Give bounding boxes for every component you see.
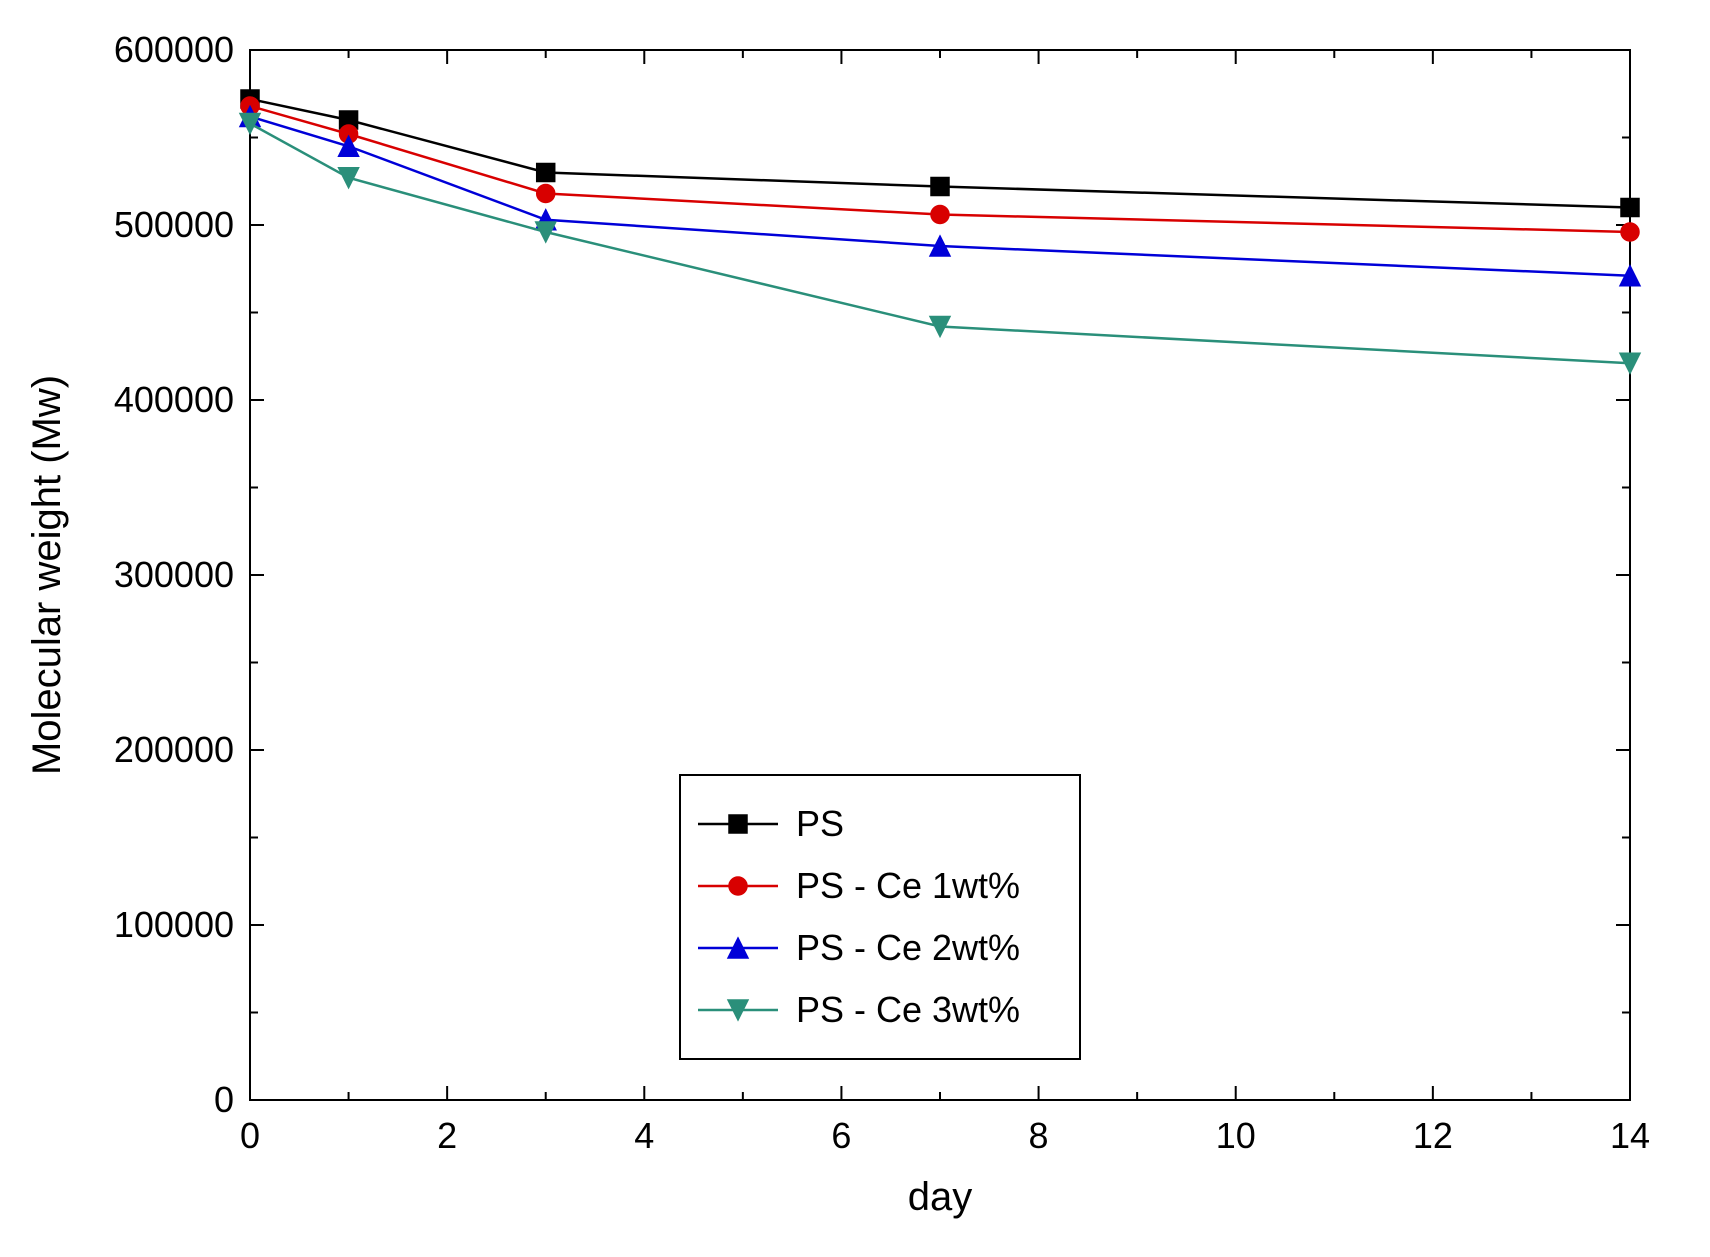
legend-label: PS - Ce 2wt% (796, 927, 1020, 968)
line-chart: 0 2 4 6 8 10 12 14 day 0 100000 200000 300000 400000 5… (0, 0, 1710, 1257)
x-tick-label: 8 (1029, 1115, 1049, 1156)
x-tick-label: 10 (1216, 1115, 1256, 1156)
x-tick-label: 4 (634, 1115, 654, 1156)
y-tick-label: 100000 (114, 904, 234, 945)
y-tick-label: 200000 (114, 729, 234, 770)
chart-container: 0 2 4 6 8 10 12 14 day 0 100000 200000 300000 400000 5… (0, 0, 1710, 1257)
y-axis-label: Molecular weight (Mw) (25, 375, 69, 775)
x-axis-label: day (908, 1175, 973, 1219)
y-tick-label: 0 (214, 1079, 234, 1120)
y-tick-label: 500000 (114, 204, 234, 245)
x-tick-label: 6 (831, 1115, 851, 1156)
x-tick-label: 0 (240, 1115, 260, 1156)
y-tick-label: 300000 (114, 554, 234, 595)
x-tick-label: 12 (1413, 1115, 1453, 1156)
y-tick-label: 600000 (114, 29, 234, 70)
legend-label: PS - Ce 1wt% (796, 865, 1020, 906)
x-tick-label: 2 (437, 1115, 457, 1156)
legend-label: PS - Ce 3wt% (796, 989, 1020, 1030)
legend-label: PS (796, 803, 844, 844)
legend: PS PS - Ce 1wt% PS - Ce 2wt% PS - Ce 3wt% (680, 775, 1080, 1059)
y-tick-label: 400000 (114, 379, 234, 420)
x-tick-label: 14 (1610, 1115, 1650, 1156)
